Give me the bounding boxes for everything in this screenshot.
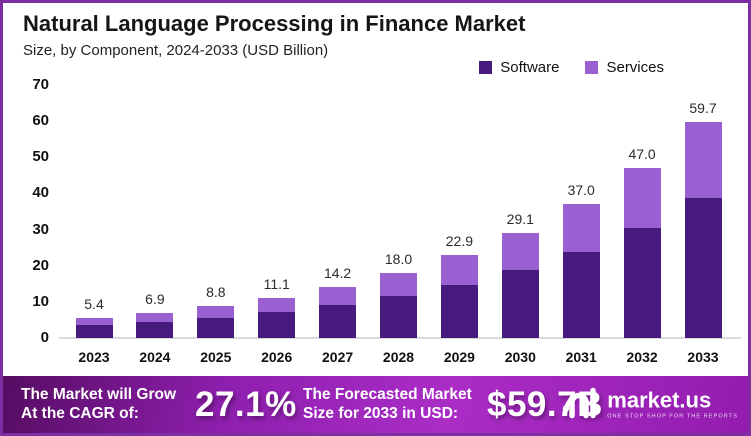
bar-value-label-2025: 8.8 — [206, 284, 226, 301]
bar-value-label-2029: 22.9 — [445, 233, 474, 250]
x-axis-label-2024: 2024 — [139, 349, 171, 365]
y-axis-tick-30: 30 — [32, 220, 49, 238]
cagr-value: 27.1% — [195, 384, 297, 424]
legend-item-services: Services — [585, 59, 664, 76]
legend-swatch-software — [479, 61, 493, 74]
page-title: Natural Language Processing in Finance M… — [23, 11, 526, 36]
brand-logo: market.us ONE STOP SHOP FOR THE REPORTS — [562, 386, 738, 423]
bar-segment-services-2030 — [501, 232, 539, 271]
x-axis-label-2033: 2033 — [687, 349, 719, 365]
forecast-label-line: Size for 2033 in USD: — [303, 405, 459, 423]
bar-segment-software-2023 — [75, 325, 113, 338]
x-axis-label-2026: 2026 — [261, 349, 293, 365]
x-axis-label-2029: 2029 — [443, 349, 475, 365]
bar-segment-software-2026 — [258, 312, 296, 338]
y-axis-tick-40: 40 — [32, 184, 49, 202]
legend: Software Services — [479, 59, 664, 76]
y-axis-tick-50: 50 — [32, 148, 49, 166]
forecast-label-line: The Forecasted Market — [303, 385, 472, 403]
bar-segment-software-2033 — [684, 198, 722, 338]
page-subtitle: Size, by Component, 2024-2033 (USD Billi… — [23, 42, 329, 59]
bar-segment-services-2025 — [197, 306, 235, 318]
bar-value-label-2032: 47.0 — [628, 146, 656, 163]
bar-segment-services-2031 — [562, 204, 600, 252]
x-axis-label-2031: 2031 — [565, 349, 597, 365]
bar-segment-software-2024 — [136, 322, 174, 338]
bar-value-label-2031: 37.0 — [567, 182, 595, 199]
forecast-value: $59.7B — [487, 384, 603, 424]
legend-item-software: Software — [479, 59, 559, 76]
x-axis-line — [59, 337, 741, 339]
bar-segment-services-2029 — [440, 255, 478, 286]
bar-value-label-2024: 6.9 — [145, 291, 165, 308]
bar-chart-plot: 0 10 20 30 40 50 60 70 5.4 2023 6.9 2024 8.8 2025 11.1… — [3, 3, 748, 433]
y-axis-tick-0: 0 — [40, 329, 49, 346]
bar-segment-services-2023 — [75, 318, 113, 326]
footer-banner: The Market will Grow At the CAGR of: 27.1… — [3, 376, 748, 433]
x-axis-label-2023: 2023 — [78, 349, 110, 365]
bar-value-label-2030: 29.1 — [506, 210, 534, 227]
bar-value-label-2023: 5.4 — [84, 296, 104, 313]
bar-segment-services-2027 — [319, 286, 357, 306]
bar-segment-software-2032 — [623, 228, 661, 338]
bar-value-label-2028: 18.0 — [384, 250, 413, 267]
cagr-label-line: At the CAGR of: — [21, 405, 139, 423]
x-axis-label-2027: 2027 — [322, 349, 354, 365]
market-us-icon — [562, 386, 600, 423]
x-axis-label-2025: 2025 — [200, 349, 232, 365]
cagr-label-line: The Market will Grow — [21, 385, 177, 403]
y-axis-tick-20: 20 — [32, 256, 49, 274]
bar-segment-software-2028 — [380, 296, 417, 338]
brand-tagline: ONE STOP SHOP FOR THE REPORTS — [607, 413, 738, 420]
bar-segment-services-2026 — [258, 297, 296, 313]
legend-label: Software — [500, 59, 560, 76]
y-axis-tick-60: 60 — [32, 112, 49, 130]
brand-name: market.us — [607, 387, 712, 413]
cagr-label: The Market will Grow At the CAGR of: — [21, 385, 176, 425]
bar-value-label-2027: 14.2 — [323, 264, 352, 281]
bar-segment-services-2028 — [380, 272, 417, 297]
legend-label: Services — [606, 59, 664, 76]
bar-segment-software-2031 — [562, 251, 600, 338]
bar-segment-services-2024 — [136, 313, 174, 323]
x-axis-label-2028: 2028 — [382, 349, 415, 365]
bar-segment-services-2033 — [684, 122, 722, 199]
bar-value-label-2026: 11.1 — [263, 275, 290, 292]
forecast-label: The Forecasted Market Size for 2033 in US… — [303, 385, 472, 425]
bar-segment-software-2025 — [197, 317, 235, 338]
y-axis-tick-70: 70 — [32, 76, 49, 93]
bar-value-label-2033: 59.7 — [689, 100, 717, 117]
bar-segment-services-2032 — [623, 168, 661, 229]
legend-swatch-services — [585, 61, 599, 74]
bar-segment-software-2030 — [501, 270, 539, 338]
x-axis-label-2032: 2032 — [626, 349, 658, 365]
bar-segment-software-2029 — [440, 285, 478, 338]
bar-segment-software-2027 — [319, 305, 357, 338]
x-axis-label-2030: 2030 — [504, 349, 536, 365]
y-axis-tick-10: 10 — [32, 292, 49, 310]
